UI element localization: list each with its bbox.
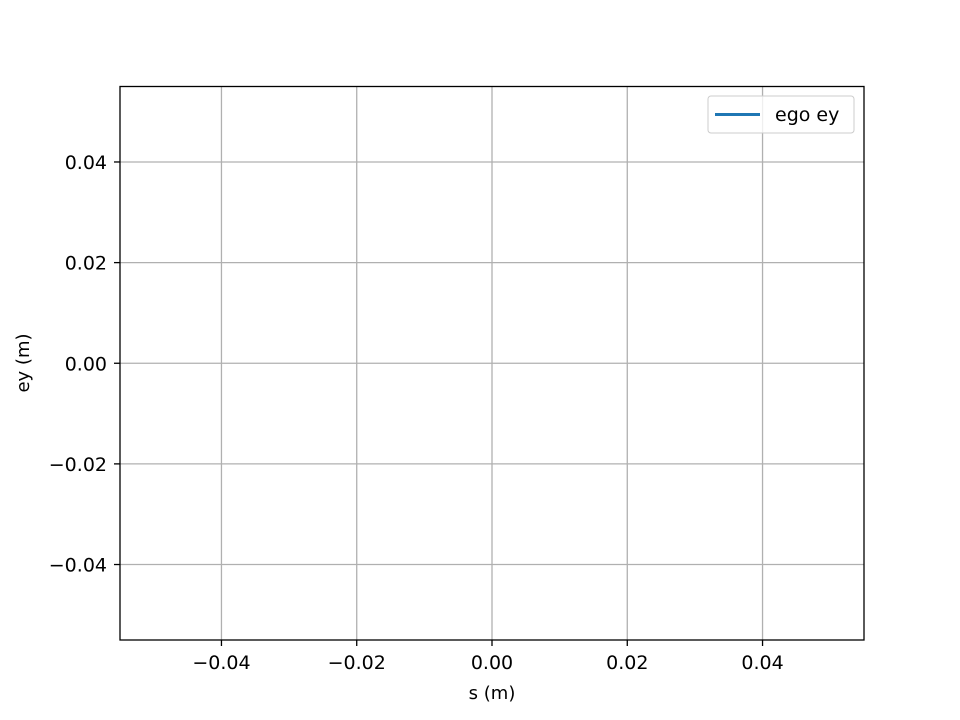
y-tick-label: 0.02 (65, 253, 107, 275)
y-tick-label: −0.02 (49, 454, 107, 476)
y-axis-label: ey (m) (13, 333, 34, 392)
x-tick-label: 0.00 (471, 652, 513, 674)
y-tick-label: 0.00 (65, 353, 107, 375)
y-tick-label: −0.04 (49, 555, 107, 577)
x-tick-label: −0.04 (192, 652, 250, 674)
legend-label-ego-ey: ego ey (775, 104, 839, 126)
x-tick-label: 0.02 (606, 652, 648, 674)
x-axis-label: s (m) (469, 683, 516, 704)
legend: ego ey (707, 95, 855, 134)
x-tick-label: −0.02 (328, 652, 386, 674)
y-tick-label: 0.04 (65, 152, 107, 174)
x-tick-label: 0.04 (741, 652, 783, 674)
legend-box (707, 95, 855, 134)
ticks: −0.04 −0.02 0.00 0.02 0.04 −0.04 −0.02 0.00 0.02… (49, 152, 784, 674)
grid (120, 86, 864, 640)
